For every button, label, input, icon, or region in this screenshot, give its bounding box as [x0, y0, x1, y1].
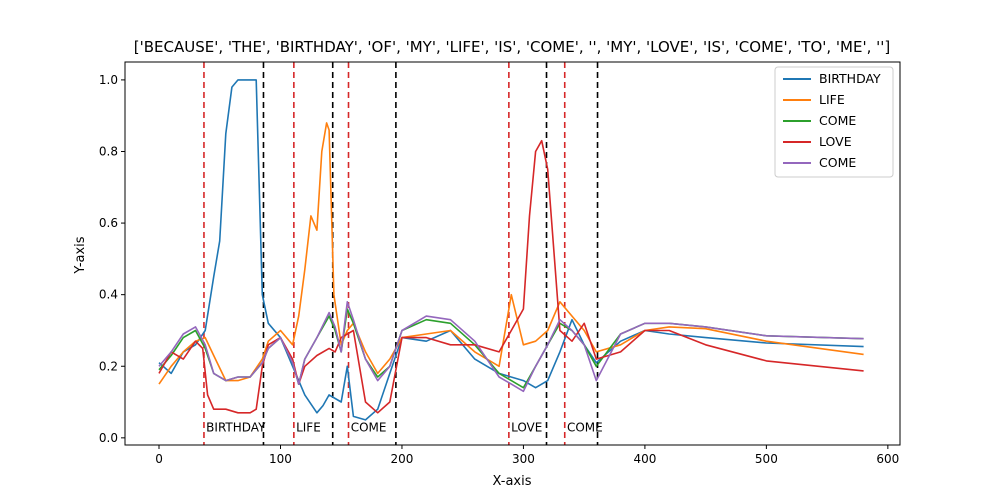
series-line-3	[158, 139, 864, 414]
x-tick-label-0: 0	[155, 452, 163, 466]
series-line-1	[158, 122, 864, 385]
legend-label-3: LOVE	[819, 134, 852, 149]
legend-label-2: COME	[819, 113, 856, 128]
series-line-2	[158, 308, 864, 389]
chart-title: ['BECAUSE', 'THE', 'BIRTHDAY', 'OF', 'MY…	[134, 38, 890, 56]
x-tick-label-4: 400	[633, 452, 656, 466]
x-tick-label-1: 100	[269, 452, 292, 466]
y-tick-label-5: 1.0	[99, 73, 118, 87]
series-line-0	[158, 79, 864, 421]
y-axis-ticks: 0.0 0.2 0.4 0.6 0.8 1.0	[99, 73, 125, 445]
x-tick-label-5: 500	[755, 452, 778, 466]
plot-area-frame	[124, 61, 901, 446]
x-tick-label-3: 300	[512, 452, 535, 466]
legend: BIRTHDAY LIFE COME LOVE COME	[774, 66, 894, 178]
legend-label-4: COME	[819, 155, 856, 170]
y-tick-label-3: 0.6	[99, 216, 118, 230]
y-tick-label-1: 0.2	[99, 359, 118, 373]
x-tick-label-2: 200	[391, 452, 414, 466]
annotation-3: LOVE	[511, 420, 542, 434]
y-tick-label-2: 0.4	[99, 288, 118, 302]
x-axis-label: X-axis	[493, 474, 532, 489]
annotation-2: COME	[351, 420, 387, 434]
series-lines	[158, 79, 864, 421]
y-axis-label: Y-axis	[73, 236, 88, 274]
series-line-4	[158, 300, 864, 393]
y-tick-label-0: 0.0	[99, 431, 118, 445]
vertical-marker-lines	[203, 62, 599, 445]
word-annotations: BIRTHDAY LIFE COME LOVE COME	[206, 420, 603, 434]
legend-label-0: BIRTHDAY	[819, 71, 881, 86]
annotation-1: LIFE	[296, 420, 321, 434]
x-tick-label-6: 600	[876, 452, 899, 466]
x-axis-ticks: 0 100 200 300 400 500 600	[155, 445, 899, 466]
y-tick-label-4: 0.8	[99, 144, 118, 158]
annotation-0: BIRTHDAY	[206, 420, 266, 434]
annotation-4: COME	[567, 420, 603, 434]
legend-label-1: LIFE	[819, 92, 845, 107]
legend-box	[774, 66, 894, 178]
